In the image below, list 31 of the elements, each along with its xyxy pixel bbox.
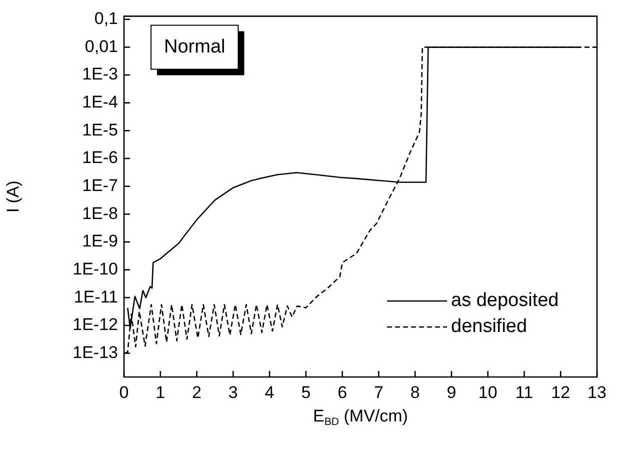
y-axis-title: I (A) (4, 180, 23, 213)
x-tick-label: 1 (156, 382, 166, 402)
x-tick-label: 12 (551, 382, 570, 402)
y-tick-label: 1E-9 (82, 232, 118, 251)
y-tick-label: 1E-3 (82, 64, 118, 84)
x-tick-label: 7 (374, 382, 384, 402)
x-tick-label: 5 (301, 382, 311, 402)
y-tick-label: 1E-8 (82, 204, 118, 223)
y-tick-label: 1E-13 (72, 342, 118, 362)
y-tick-label: 1E-6 (82, 148, 118, 168)
x-tick-label: 9 (446, 382, 456, 402)
y-tick-label: 0,1 (94, 9, 118, 28)
x-tick-label: 4 (264, 382, 274, 402)
y-tick-label: 1E-5 (82, 120, 118, 140)
x-tick-label: 6 (338, 382, 348, 402)
x-tick-label: 8 (410, 382, 420, 402)
y-tick-label: 0,01 (84, 36, 118, 56)
x-tick-label: 13 (588, 382, 606, 402)
y-tick-label: 1E-10 (72, 259, 118, 278)
x-tick-label: 2 (192, 382, 202, 402)
y-tick-label: 1E-7 (82, 176, 118, 195)
x-tick-label: 11 (515, 382, 534, 402)
x-tick-label: 0 (119, 382, 129, 402)
legend-label: densified (451, 316, 528, 338)
legend-label: as deposited (451, 290, 559, 312)
annotation: Normal (164, 36, 226, 58)
y-tick-label: 1E-12 (72, 315, 118, 334)
y-tick-label: 1E-11 (74, 287, 118, 306)
x-tick-label: 10 (478, 382, 498, 402)
y-tick-label: 1E-4 (82, 92, 118, 112)
x-tick-label: 3 (228, 382, 238, 402)
